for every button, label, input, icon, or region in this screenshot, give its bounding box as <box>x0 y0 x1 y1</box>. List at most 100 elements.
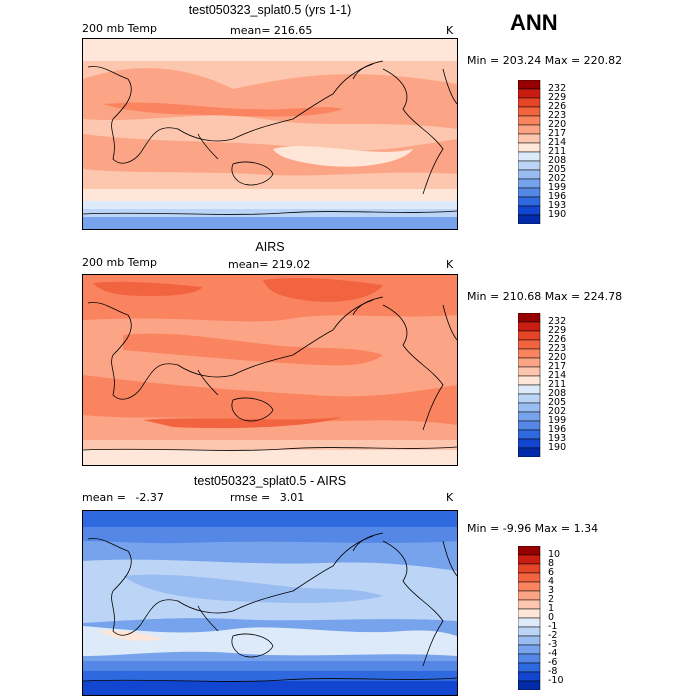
colorbar-tick-label: 229 <box>548 92 567 103</box>
colorbar-swatch <box>517 357 541 368</box>
colorbar-swatch <box>517 151 541 162</box>
colorbar-tick-label: 208 <box>548 155 567 166</box>
colorbar-tick-label: 199 <box>548 415 567 426</box>
colorbar-tick-label: -10 <box>548 675 564 686</box>
colorbar-tick-label: 229 <box>548 325 567 336</box>
panel2-mean-label: mean= <box>228 258 269 271</box>
colorbar-swatch <box>517 554 541 565</box>
colorbar-swatch <box>517 420 541 431</box>
colorbar-tick-label: 232 <box>548 83 567 94</box>
colorbar-tick-label: 220 <box>548 119 567 130</box>
panel2-colorbar <box>517 312 542 462</box>
colorbar-swatch <box>517 545 541 556</box>
colorbar-tick-label: -2 <box>548 630 558 641</box>
colorbar-tick-label: 232 <box>548 316 567 327</box>
colorbar-swatch <box>517 160 541 171</box>
colorbar-swatch <box>517 375 541 386</box>
colorbar-tick-label: 202 <box>548 406 567 417</box>
colorbar-swatch <box>517 402 541 413</box>
panel3-colorbar <box>517 545 542 695</box>
colorbar-swatch <box>517 88 541 99</box>
colorbar-tick-label: 202 <box>548 173 567 184</box>
panel1-units: K <box>446 24 454 37</box>
colorbar-tick-label: 196 <box>548 191 567 202</box>
panel3-colorbar-swatches <box>517 545 541 691</box>
colorbar-swatch <box>517 366 541 377</box>
colorbar-swatch <box>517 581 541 592</box>
colorbar-tick-label: 226 <box>548 334 567 345</box>
colorbar-tick-label: -1 <box>548 621 558 632</box>
colorbar-tick-label: 196 <box>548 424 567 435</box>
colorbar-swatch <box>517 169 541 180</box>
colorbar-swatch <box>517 321 541 332</box>
colorbar-tick-label: 211 <box>548 379 567 390</box>
colorbar-swatch <box>517 178 541 189</box>
colorbar-tick-label: 0 <box>548 612 555 623</box>
panel3-units: K <box>446 491 454 504</box>
colorbar-swatch <box>517 411 541 422</box>
colorbar-tick-label: -3 <box>548 639 558 650</box>
colorbar-swatch <box>517 106 541 117</box>
panel3-field <box>83 511 457 695</box>
panel3-rmse-value: 3.01 <box>279 491 305 504</box>
panel1-colorbar-swatches <box>517 79 541 225</box>
colorbar-swatch <box>517 563 541 574</box>
panel1-variable: 200 mb Temp <box>82 22 158 35</box>
colorbar-swatch <box>517 348 541 359</box>
colorbar-tick-label: 199 <box>548 182 567 193</box>
colorbar-swatch <box>517 97 541 108</box>
colorbar-tick-label: 10 <box>548 549 561 560</box>
colorbar-tick-label: 2 <box>548 594 555 605</box>
colorbar-swatch <box>517 438 541 449</box>
colorbar-swatch <box>517 133 541 144</box>
colorbar-tick-label: 205 <box>548 397 567 408</box>
colorbar-tick-label: 193 <box>548 433 567 444</box>
season-label: ANN <box>510 10 558 35</box>
panel3-mean: mean = -2.37 <box>82 491 164 504</box>
colorbar-tick-label: -8 <box>548 666 558 677</box>
colorbar-tick-label: 217 <box>548 361 567 372</box>
colorbar-swatch <box>517 330 541 341</box>
colorbar-swatch <box>517 214 541 225</box>
colorbar-swatch <box>517 608 541 619</box>
colorbar-swatch <box>517 429 541 440</box>
panel3-mean-value: -2.37 <box>135 491 164 504</box>
panel2-map <box>82 274 458 466</box>
colorbar-swatch <box>517 626 541 637</box>
panel2-mean-value: 219.02 <box>271 258 311 271</box>
colorbar-tick-label: 6 <box>548 567 555 578</box>
panel1-mean-label: mean= <box>230 24 271 37</box>
panel1-map <box>82 38 458 230</box>
colorbar-swatch <box>517 196 541 207</box>
panel1-mean: mean= 216.65 <box>230 24 312 37</box>
colorbar-tick-label: 190 <box>548 442 567 453</box>
panel1-mean-value: 216.65 <box>273 24 313 37</box>
colorbar-tick-label: 8 <box>548 558 555 569</box>
panel3-rmse-label: rmse = <box>230 491 271 504</box>
colorbar-swatch <box>517 187 541 198</box>
colorbar-tick-label: 205 <box>548 164 567 175</box>
colorbar-swatch <box>517 312 541 323</box>
colorbar-tick-label: 3 <box>548 585 555 596</box>
colorbar-swatch <box>517 653 541 664</box>
colorbar-tick-label: 211 <box>548 146 567 157</box>
panel1-minmax: Min = 203.24 Max = 220.82 <box>467 54 623 67</box>
panel1-colorbar <box>517 79 542 229</box>
panel2-field <box>83 275 457 465</box>
colorbar-swatch <box>517 635 541 646</box>
colorbar-tick-label: 223 <box>548 343 567 354</box>
panel2-units: K <box>446 258 454 271</box>
colorbar-swatch <box>517 644 541 655</box>
panel1-title: test050323_splat0.5 (yrs 1-1) <box>188 3 352 17</box>
colorbar-swatch <box>517 205 541 216</box>
colorbar-tick-label: 1 <box>548 603 555 614</box>
colorbar-swatch <box>517 447 541 458</box>
panel3-rmse: rmse = 3.01 <box>230 491 304 504</box>
panel2-mean: mean= 219.02 <box>228 258 310 271</box>
colorbar-swatch <box>517 590 541 601</box>
colorbar-swatch <box>517 671 541 682</box>
colorbar-tick-label: -4 <box>548 648 558 659</box>
colorbar-tick-label: 214 <box>548 137 567 148</box>
colorbar-tick-label: -6 <box>548 657 558 668</box>
colorbar-tick-label: 4 <box>548 576 555 587</box>
